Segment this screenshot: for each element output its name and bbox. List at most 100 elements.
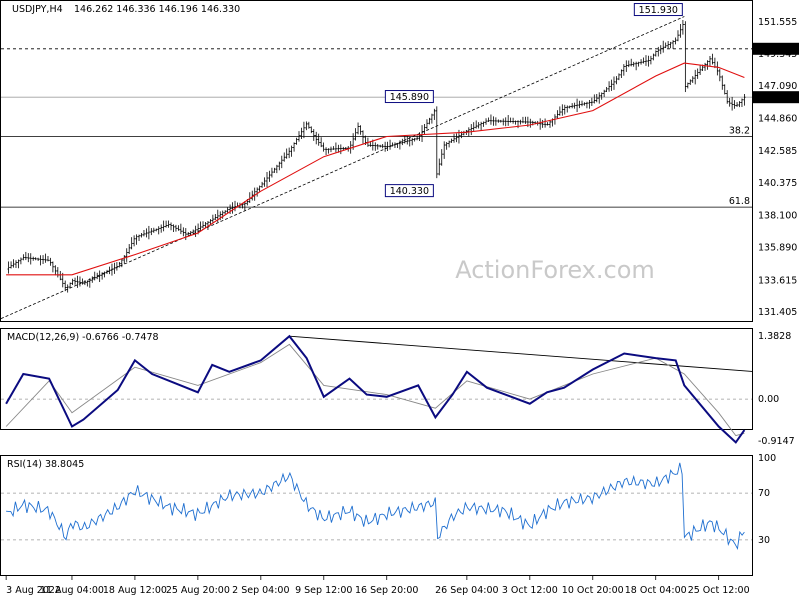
price-candle (514, 120, 517, 125)
price-candle (184, 228, 187, 241)
price-candle (492, 116, 495, 126)
price-candle (172, 224, 175, 232)
price-candle (499, 119, 502, 123)
price-candle (98, 270, 101, 283)
price-candle (602, 89, 606, 97)
price-candle (295, 137, 298, 145)
price-candle (285, 148, 288, 159)
level-badge-label: 146.330 (756, 93, 795, 104)
price-candle (7, 261, 10, 274)
price-candle (654, 50, 658, 57)
price-candle (511, 117, 515, 124)
price-candle (206, 220, 210, 231)
price-candle (684, 21, 687, 93)
price-candle (617, 73, 621, 81)
price-candle (319, 137, 323, 148)
price-candle (283, 152, 286, 162)
price-annotation-label: 140.330 (390, 186, 429, 197)
price-candle (337, 144, 340, 153)
price-candle (662, 40, 665, 53)
price-candle (24, 251, 28, 261)
price-candle (290, 145, 293, 157)
price-candle (334, 142, 338, 153)
x-tick-label: 16 Sep 20:00 (355, 585, 418, 596)
price-candle (179, 223, 183, 235)
price-candle (226, 207, 229, 214)
price-candle (201, 221, 205, 229)
price-candle (280, 155, 283, 169)
price-candle (391, 142, 394, 147)
price-annotation: 151.930 (633, 3, 683, 16)
price-candle (430, 113, 434, 124)
rsi-y-tick: 30 (758, 535, 770, 546)
price-candle (627, 60, 630, 68)
level-badge: 149.690 (753, 42, 799, 55)
price-candle (502, 118, 505, 126)
macd-y-tick: 1.3828 (758, 331, 791, 342)
price-candle (310, 126, 313, 134)
current-price-badge: 146.330 (753, 91, 799, 104)
price-candle (157, 226, 160, 235)
price-candle (408, 136, 411, 147)
moving-average-line (6, 62, 745, 276)
price-candle (388, 139, 392, 150)
price-candle (324, 147, 328, 156)
price-candle (718, 68, 722, 82)
price-candle (425, 119, 429, 130)
price-candle (489, 114, 493, 125)
price-candle (415, 135, 419, 141)
macd-signal-line (5, 343, 745, 437)
price-candle (315, 131, 318, 145)
price-candle (406, 136, 409, 145)
rsi-panel-title: RSI(14) 38.8045 (7, 459, 84, 470)
price-candle (273, 167, 276, 173)
price-ohlc: 146.262 146.336 146.196 146.330 (74, 4, 240, 15)
price-candle (482, 121, 485, 127)
price-candle (137, 234, 141, 241)
price-candle (615, 76, 618, 85)
price-candle (59, 270, 62, 281)
price-y-tick: 135.890 (758, 243, 797, 254)
price-candle (164, 220, 168, 228)
price-candle (657, 46, 660, 57)
price-candle (374, 142, 377, 151)
price-candle (548, 120, 552, 128)
price-candle (575, 98, 579, 113)
price-candle (145, 228, 148, 238)
price-candle (561, 104, 564, 116)
x-tick-label: 11 Aug 04:00 (40, 585, 104, 596)
price-candle (115, 262, 119, 271)
price-candle (689, 79, 692, 85)
price-candle (194, 225, 197, 237)
price-candle (302, 121, 306, 139)
price-candle (123, 255, 126, 264)
price-candle (51, 261, 55, 273)
price-candle (268, 170, 271, 182)
price-candle (538, 118, 542, 130)
price-candle (113, 262, 116, 274)
price-candle (410, 137, 414, 146)
price-candle (103, 271, 106, 278)
price-candle (723, 84, 726, 95)
price-candle (260, 181, 264, 188)
price-candle (630, 58, 633, 67)
price-candle (278, 161, 281, 171)
price-candle (214, 214, 217, 221)
price-candle (671, 40, 675, 49)
price-candle (605, 87, 608, 92)
price-candle (637, 61, 640, 67)
price-candle (428, 117, 431, 125)
price-candle (12, 259, 15, 268)
price-candle (187, 232, 190, 236)
price-candle (487, 117, 490, 123)
price-candle (506, 115, 510, 126)
price-candle (664, 42, 667, 49)
price-y-tick: 144.860 (758, 113, 797, 124)
price-candle (263, 177, 266, 187)
price-candle (332, 146, 335, 150)
x-tick-label: 9 Sep 12:00 (295, 585, 352, 596)
price-candle (66, 284, 69, 293)
rsi-y-tick: 70 (758, 488, 770, 499)
price-candle (497, 119, 500, 123)
price-candle (152, 227, 156, 233)
